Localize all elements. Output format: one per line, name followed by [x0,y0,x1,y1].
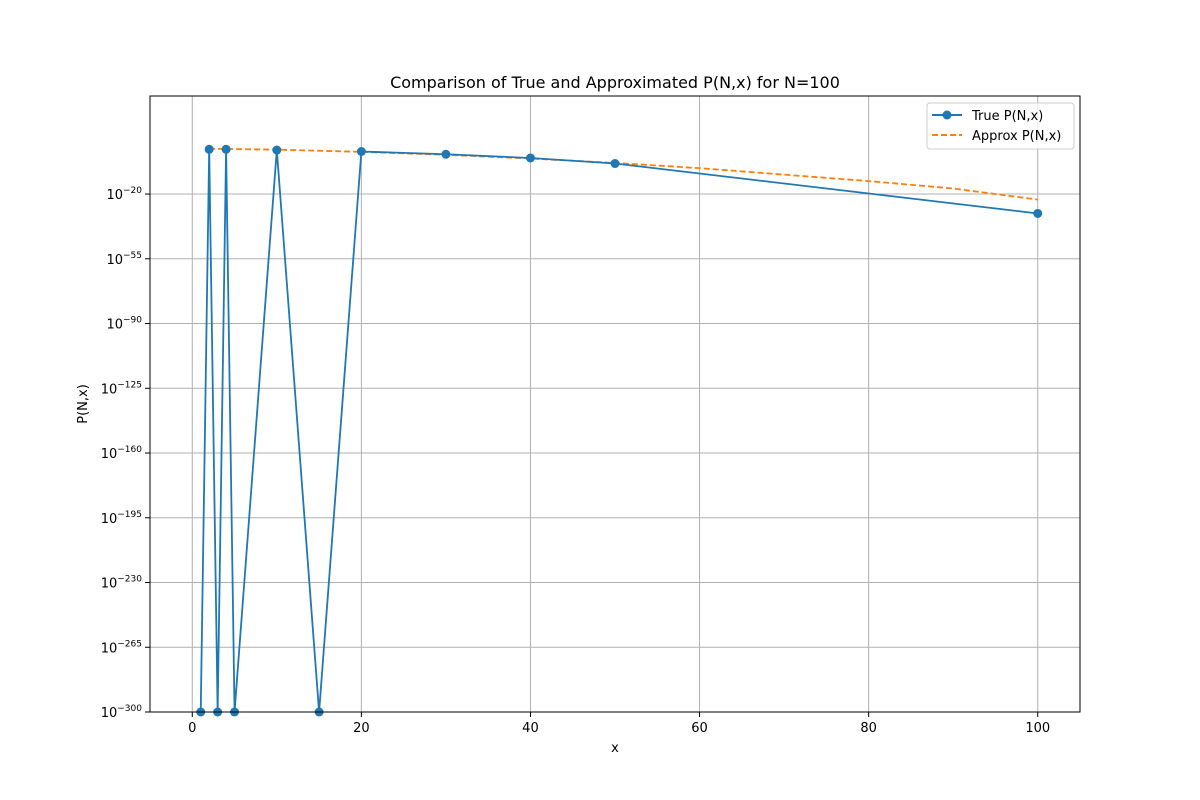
x-tick-label: 100 [1025,721,1050,736]
true-series-point [525,153,535,163]
legend-box [926,102,1075,150]
legend-true-marker [942,110,952,120]
true-series-point [272,145,282,155]
true-series-point [441,149,451,159]
series-layer [196,144,1043,717]
true-series-point [610,159,620,169]
x-tick-label: 40 [522,721,539,736]
x-tick-label: 60 [691,721,708,736]
x-tick-label: 20 [353,721,370,736]
x-axis-ticks: 0 20 40 60 80 100 [188,712,1050,736]
true-series-line [199,149,1038,713]
true-series-point [356,146,366,156]
true-series-point [221,144,231,154]
true-series-point [1033,208,1043,218]
legend: True P(N,x) Approx P(N,x) [926,102,1075,150]
x-tick-label: 0 [188,721,196,736]
plot-area-frame [149,95,1081,713]
legend-true-label: True P(N,x) [971,109,1043,124]
x-axis-label: x [611,741,619,756]
y-axis-label: P(N,x) [76,384,91,424]
legend-approx-label: Approx P(N,x) [972,129,1061,144]
true-series-point [204,144,214,154]
x-tick-label: 80 [860,721,877,736]
chart-title: Comparison of True and Approximated P(N,… [390,73,840,92]
